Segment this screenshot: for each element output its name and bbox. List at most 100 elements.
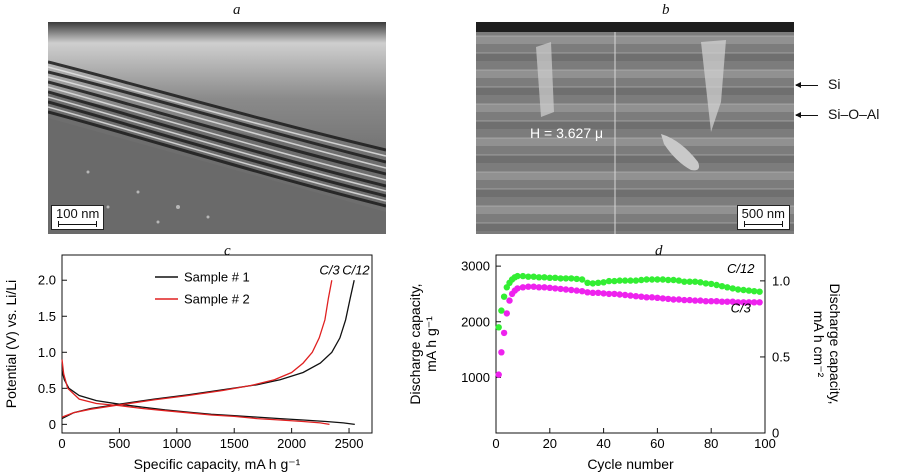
chart-d-point-C-3 <box>734 299 742 306</box>
sem-layer-band <box>476 53 794 61</box>
chart-d-point-C-12 <box>740 286 747 294</box>
sem-layer-band <box>476 172 794 180</box>
chart-d-xtick-label: 20 <box>543 436 557 451</box>
chart-d-point-C-12 <box>627 277 634 284</box>
chart-c-series-2-discharge <box>61 359 330 426</box>
chart-d-point-C-12 <box>495 324 502 331</box>
chart-d-ytick-label: 1000 <box>461 370 490 385</box>
chart-d-point-C-12 <box>600 279 607 286</box>
chart-d-ytick-label: 2000 <box>461 314 490 329</box>
chart-d-point-C-3 <box>600 290 607 297</box>
chart-d-xtick-label: 80 <box>704 436 718 451</box>
chart-d-point-C-3 <box>686 296 693 304</box>
chart-d-point-C-3 <box>503 310 510 317</box>
chart-d-point-C-3 <box>595 289 602 296</box>
chart-d-point-C-3 <box>498 349 505 356</box>
sem-image-b: H = 3.627 μ 500 nm <box>476 22 794 234</box>
chart-d-point-C-3 <box>621 291 629 299</box>
chart-d-point-C-12 <box>670 276 677 284</box>
chart-d-point-C-3 <box>552 285 559 292</box>
chart-d-point-C-12 <box>718 283 726 290</box>
chart-d-point-C-12 <box>546 274 553 281</box>
chart-d-point-C-12 <box>535 274 543 281</box>
chart-d-point-C-3 <box>525 283 532 290</box>
chart-c-ytick-label: 2.0 <box>38 273 56 288</box>
chart-d-point-C-3 <box>654 294 661 301</box>
chart-d-point-C-12 <box>573 275 580 283</box>
sem-layer-band <box>476 70 794 78</box>
sem-layer-band <box>476 223 794 231</box>
sem-image-a: 100 nm <box>48 22 386 234</box>
chart-d-point-C-12 <box>691 278 699 285</box>
chart-d-frame <box>495 254 766 434</box>
arrow-si <box>795 82 818 88</box>
chart-d-point-C-12 <box>525 273 532 280</box>
chart-d-point-C-12 <box>589 280 596 287</box>
chart-c-xtick-label: 1500 <box>220 436 249 451</box>
chart-d-point-C-12 <box>562 275 570 282</box>
chart-d-point-C-3 <box>697 297 704 304</box>
chart-d-point-C-3 <box>675 296 683 303</box>
chart-c-xlabel: Specific capacity, mA h g⁻¹ <box>134 456 301 472</box>
chart-d-ylabel-line1: Discharge capacity, <box>410 283 423 404</box>
chart-d-point-C-12 <box>519 272 527 280</box>
chart-d-point-C-3 <box>718 298 726 305</box>
chart-d-point-C-3 <box>611 290 618 298</box>
chart-d-point-C-12 <box>665 276 672 284</box>
chart-c-legend-label: Sample # 2 <box>184 292 250 307</box>
chart-c-annotation: C/3 <box>319 262 340 277</box>
chart-d-xtick-label: 40 <box>596 436 610 451</box>
chart-c-series-1-charge <box>61 280 355 420</box>
chart-d-point-C-12 <box>729 285 736 292</box>
chart-d-point-C-12 <box>584 279 591 286</box>
chart-d-point-C-3 <box>708 298 715 305</box>
chart-c-frame <box>61 254 373 434</box>
chart-d-point-C-12 <box>681 278 688 285</box>
chart-d-ytick-right-label: 0 <box>772 426 779 441</box>
chart-d-point-C-12 <box>675 277 683 284</box>
chart-d-annotation: C/12 <box>727 261 755 276</box>
chart-d-ylabel-line2: mA h g⁻¹ <box>423 316 439 372</box>
chart-d-point-C-12 <box>643 276 650 283</box>
chart-d-point-C-3 <box>568 286 575 294</box>
chart-d-point-C-12 <box>638 276 645 284</box>
chart-d-point-C-12 <box>745 287 753 294</box>
panel-letter-c: c <box>224 243 231 259</box>
chart-d-point-C-3 <box>584 289 591 296</box>
chart-d-xtick-label: 60 <box>650 436 664 451</box>
chart-d-point-C-12 <box>514 272 521 280</box>
chart-d-point-C-3 <box>495 371 502 378</box>
chart-d-point-C-3 <box>659 295 666 302</box>
chart-d-point-C-3 <box>573 287 580 294</box>
sem-image-b-art <box>476 22 794 234</box>
chart-d-point-C-3 <box>691 297 699 304</box>
chart-d-point-C-3 <box>670 296 677 303</box>
chart-d-point-C-12 <box>697 279 704 286</box>
chart-d-point-C-3 <box>681 296 688 304</box>
chart-d-point-C-12 <box>530 273 537 280</box>
chart-d-point-C-3 <box>745 299 753 306</box>
chart-d-point-C-3 <box>519 284 527 291</box>
chart-d-point-C-3 <box>724 298 731 305</box>
height-label: H = 3.627 μ <box>530 125 604 141</box>
chart-d-xtick-label: 100 <box>754 436 776 451</box>
chart-d-point-C-12 <box>751 288 758 295</box>
chart-d-ytick-right-label: 0.5 <box>772 349 790 364</box>
chart-d-point-C-12 <box>702 280 709 287</box>
chart-d-point-C-12 <box>724 284 731 291</box>
chart-d: 0 20 40 60 80 100 1000 2000 3000 0 0.5 1.0 Cycle num… <box>410 254 843 472</box>
chart-d-point-C-12 <box>557 275 564 282</box>
scale-bar-b-line <box>743 221 784 227</box>
chart-d-point-C-12 <box>659 276 666 283</box>
chart-d-point-C-3 <box>514 285 521 292</box>
chart-d-ylabel-right-line2: mA h cm⁻² <box>811 311 827 378</box>
sem-layer-band <box>476 206 794 214</box>
panel-letter-b: b <box>662 2 670 18</box>
chart-d-point-C-12 <box>500 293 508 300</box>
chart-d-point-C-3 <box>506 297 513 304</box>
chart-d-point-C-12 <box>648 276 656 283</box>
chart-d-point-C-3 <box>500 329 508 337</box>
chart-d-point-C-12 <box>686 278 693 285</box>
chart-d-point-C-3 <box>535 284 543 291</box>
chart-d-point-C-3 <box>541 284 548 291</box>
